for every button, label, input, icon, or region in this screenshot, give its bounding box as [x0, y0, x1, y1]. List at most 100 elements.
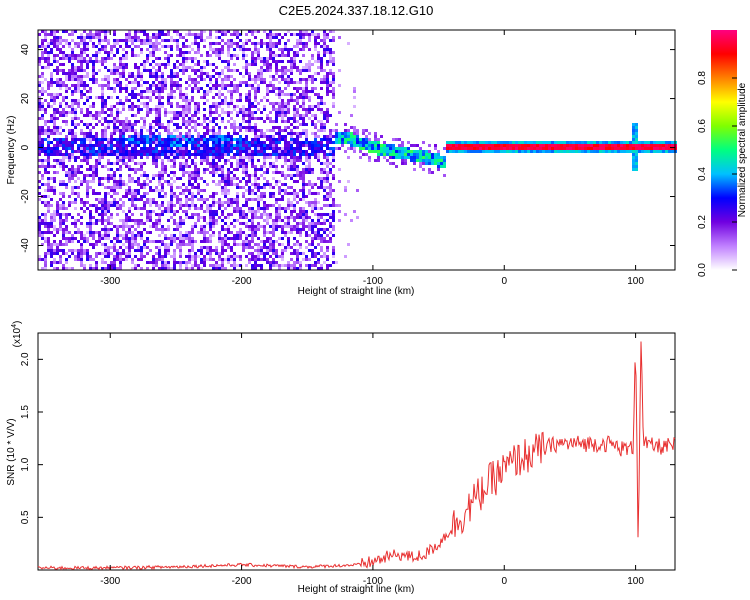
heat-cell	[101, 108, 104, 111]
heat-cell	[305, 264, 308, 267]
heat-cell	[302, 120, 305, 123]
heat-cell	[191, 162, 194, 165]
heat-cell	[527, 144, 530, 147]
heat-cell	[83, 75, 86, 78]
heat-cell	[107, 192, 110, 195]
heat-cell	[326, 84, 329, 87]
heat-cell	[254, 123, 257, 126]
heat-cell	[437, 168, 440, 171]
heat-cell	[80, 75, 83, 78]
heat-cell	[203, 264, 206, 267]
heat-cell	[50, 81, 53, 84]
heat-cell	[245, 66, 248, 69]
heat-cell	[116, 213, 119, 216]
heat-cell	[161, 123, 164, 126]
heat-cell	[260, 186, 263, 189]
heat-cell	[77, 255, 80, 258]
heat-cell	[158, 30, 161, 33]
heat-cell	[368, 159, 371, 162]
heat-cell	[548, 150, 551, 153]
heat-cell	[410, 150, 413, 153]
heat-cell	[44, 66, 47, 69]
heat-cell	[47, 126, 50, 129]
heat-cell	[80, 78, 83, 81]
heat-cell	[272, 135, 275, 138]
heat-cell	[104, 126, 107, 129]
heat-cell	[413, 159, 416, 162]
heat-cell	[53, 192, 56, 195]
heat-cell	[197, 249, 200, 252]
heat-cell	[167, 33, 170, 36]
heat-cell	[251, 198, 254, 201]
heat-cell	[296, 171, 299, 174]
heat-cell	[284, 222, 287, 225]
heat-cell	[302, 78, 305, 81]
heat-cell	[227, 75, 230, 78]
heat-cell	[278, 210, 281, 213]
heat-cell	[206, 141, 209, 144]
heat-cell	[128, 129, 131, 132]
heat-cell	[221, 228, 224, 231]
heat-cell	[164, 108, 167, 111]
heat-cell	[98, 231, 101, 234]
heat-cell	[329, 60, 332, 63]
heat-cell	[188, 231, 191, 234]
heat-cell	[140, 63, 143, 66]
heat-cell	[278, 255, 281, 258]
heat-cell	[275, 63, 278, 66]
heat-cell	[281, 135, 284, 138]
heat-cell	[41, 108, 44, 111]
heat-cell	[401, 162, 404, 165]
heat-cell	[119, 99, 122, 102]
heat-cell	[71, 66, 74, 69]
heat-cell	[104, 105, 107, 108]
heat-cell	[152, 267, 155, 270]
heat-cell	[173, 39, 176, 42]
heat-cell	[167, 30, 170, 33]
heat-cell	[500, 150, 503, 153]
heat-cell	[146, 57, 149, 60]
heat-cell	[269, 237, 272, 240]
heat-cell	[305, 129, 308, 132]
heat-cell	[71, 174, 74, 177]
heat-cell	[170, 87, 173, 90]
heat-cell	[296, 258, 299, 261]
heat-cell	[209, 135, 212, 138]
heat-cell	[329, 147, 332, 150]
heat-cell	[290, 81, 293, 84]
heat-cell	[62, 237, 65, 240]
heat-cell	[62, 120, 65, 123]
heat-cell	[308, 216, 311, 219]
heat-cell	[278, 102, 281, 105]
heat-cell	[98, 240, 101, 243]
heat-cell	[362, 132, 365, 135]
heat-cell	[257, 135, 260, 138]
heat-cell	[116, 138, 119, 141]
heat-cell	[191, 171, 194, 174]
heat-cell	[320, 171, 323, 174]
heat-cell	[212, 225, 215, 228]
heat-cell	[392, 138, 395, 141]
heat-cell	[227, 231, 230, 234]
heat-cell	[308, 162, 311, 165]
heat-cell	[116, 129, 119, 132]
heat-cell	[95, 135, 98, 138]
heat-cell	[86, 174, 89, 177]
heat-cell	[137, 75, 140, 78]
heat-cell	[125, 51, 128, 54]
heat-cell	[203, 60, 206, 63]
heat-cell	[176, 201, 179, 204]
heat-cell	[77, 45, 80, 48]
heat-cell	[251, 159, 254, 162]
heat-cell	[317, 213, 320, 216]
heat-cell	[107, 201, 110, 204]
heat-cell	[479, 144, 482, 147]
heat-cell	[272, 252, 275, 255]
heat-cell	[275, 111, 278, 114]
heat-cell	[200, 69, 203, 72]
heat-cell	[38, 192, 41, 195]
heat-cell	[290, 252, 293, 255]
heat-cell	[62, 96, 65, 99]
heat-cell	[359, 138, 362, 141]
heat-cell	[86, 96, 89, 99]
